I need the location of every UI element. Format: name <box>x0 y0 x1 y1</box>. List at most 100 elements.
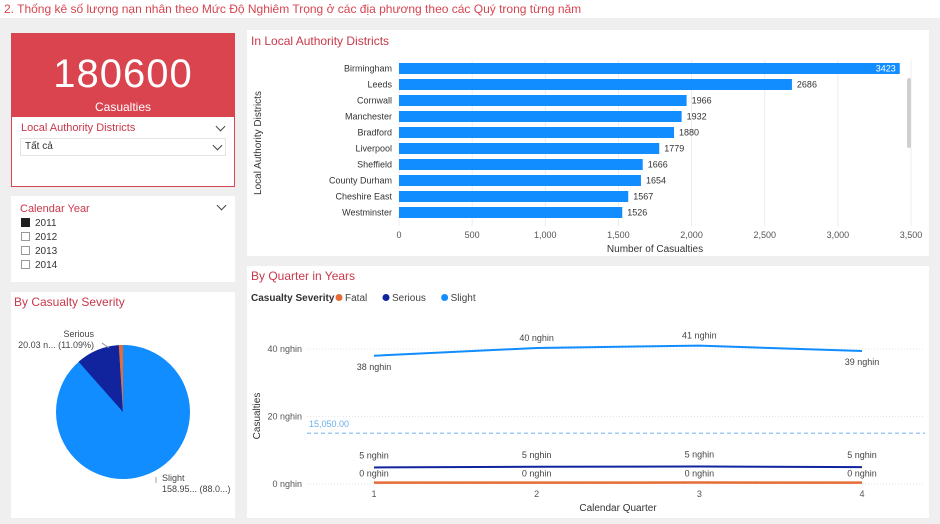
bar[interactable] <box>399 159 643 170</box>
year-slicer-title: Calendar Year <box>20 203 90 215</box>
checkbox-icon[interactable] <box>21 232 30 241</box>
year-option[interactable]: 2013 <box>21 246 57 258</box>
bar-x-tick: 1,500 <box>607 230 630 240</box>
pie-title: By Casualty Severity <box>14 295 125 309</box>
line-chart: Casualty Severity Fatal Serious Slight Cas… <box>251 293 925 514</box>
bar-data-label: 3423 <box>876 64 896 74</box>
bar-category-label: Bradford <box>357 128 392 138</box>
legend-label[interactable]: Fatal <box>345 293 367 304</box>
scrollbar[interactable] <box>907 78 911 148</box>
line-data-label: 5 nghin <box>847 450 877 460</box>
kpi-card: 180600 Casualties Local Authority Distri… <box>11 33 235 187</box>
line-y-axis-label: Casualties <box>252 393 263 440</box>
series-line-slight[interactable] <box>373 344 863 357</box>
reference-line-label: 15,050.00 <box>309 419 349 429</box>
line-data-label: 0 nghin <box>847 469 877 479</box>
bar-data-label: 1666 <box>648 160 668 170</box>
bar-chart: Local Authority Districts Number of Casu… <box>253 60 923 255</box>
bar[interactable] <box>399 111 682 122</box>
bar-data-label: 1567 <box>633 192 653 202</box>
series-line-serious[interactable] <box>373 465 863 469</box>
bar-category-label: Cornwall <box>357 96 392 106</box>
line-data-label: 0 nghin <box>685 469 715 479</box>
pie-card: By Casualty Severity Serious 20.03 n... … <box>11 292 235 518</box>
line-y-tick: 20 nghin <box>267 412 302 422</box>
bar[interactable] <box>399 143 660 154</box>
bar-category-label: Westminster <box>342 208 392 218</box>
bar-x-tick: 0 <box>396 230 401 240</box>
legend-marker <box>335 294 343 301</box>
chevron-down-icon[interactable] <box>212 140 223 151</box>
bar-category-label: Liverpool <box>355 144 392 154</box>
line-data-label: 40 nghin <box>519 333 554 343</box>
line-y-tick: 0 nghin <box>272 479 302 489</box>
line-x-axis-label: Calendar Quarter <box>579 503 657 514</box>
line-x-tick: 3 <box>697 489 702 499</box>
pie-value-slight: 158.95... (88.0...) <box>162 484 231 494</box>
checkbox-icon[interactable] <box>21 260 30 269</box>
year-option[interactable]: 2011 <box>21 218 57 230</box>
bar-category-label: Manchester <box>345 112 392 122</box>
bar-data-label: 1526 <box>627 208 647 218</box>
year-slicer: Calendar Year 2011 2012 2013 2014 <box>11 196 235 282</box>
legend-label[interactable]: Slight <box>451 293 476 304</box>
checkbox-icon[interactable] <box>21 246 30 255</box>
bar-x-axis-label: Number of Casualties <box>607 244 703 255</box>
bar-data-label: 1654 <box>646 176 666 186</box>
collapse-chevron-icon[interactable] <box>215 121 226 132</box>
bar[interactable] <box>399 127 675 138</box>
bar-category-label: County Durham <box>329 176 392 186</box>
bar-category-label: Birmingham <box>344 64 392 74</box>
legend-marker <box>382 294 390 301</box>
bar-category-label: Cheshire East <box>335 192 392 202</box>
bar[interactable] <box>399 207 623 218</box>
line-data-label: 0 nghin <box>359 469 389 479</box>
bar-data-label: 1779 <box>664 144 684 154</box>
pie-label-slight: Slight <box>162 473 185 483</box>
checkbox-checked-icon[interactable] <box>21 218 30 227</box>
bar[interactable] <box>399 63 900 74</box>
pie-slice-serious[interactable] <box>78 345 123 412</box>
line-data-label: 41 nghin <box>682 331 717 341</box>
line-x-tick: 2 <box>534 489 539 499</box>
district-dropdown-value: Tất cả <box>25 141 53 152</box>
bar-category-label: Leeds <box>367 80 392 90</box>
kpi-label: Casualties <box>94 100 152 114</box>
bar-chart-card: In Local Authority Districts Local Autho… <box>247 30 929 256</box>
bar-x-tick: 2,500 <box>753 230 776 240</box>
line-data-label: 5 nghin <box>522 450 552 460</box>
district-dropdown[interactable]: Tất cả <box>20 138 226 156</box>
bar[interactable] <box>399 191 629 202</box>
bar-x-tick: 3,500 <box>900 230 923 240</box>
line-data-label: 5 nghin <box>359 450 389 460</box>
bar-x-tick: 3,000 <box>827 230 850 240</box>
bar-x-tick: 2,000 <box>680 230 703 240</box>
line-data-label: 39 nghin <box>845 357 880 367</box>
line-data-label: 38 nghin <box>357 362 392 372</box>
bar[interactable] <box>399 95 687 106</box>
legend-label[interactable]: Serious <box>392 293 426 304</box>
bar-x-tick: 500 <box>465 230 480 240</box>
year-option[interactable]: 2012 <box>21 232 57 244</box>
year-option[interactable]: 2014 <box>21 260 57 272</box>
bar[interactable] <box>399 175 641 186</box>
bar-data-label: 2686 <box>797 80 817 90</box>
legend-marker <box>441 294 449 301</box>
legend: Fatal Serious Slight <box>335 293 476 304</box>
pie-slice-fatal[interactable] <box>118 344 123 412</box>
line-data-label: 0 nghin <box>522 469 552 479</box>
bar-data-label: 1932 <box>687 112 707 122</box>
bar-data-label: 1880 <box>679 128 699 138</box>
bar-x-tick: 1,000 <box>534 230 557 240</box>
bar-category-label: Sheffield <box>357 160 392 170</box>
line-x-tick: 4 <box>859 489 864 499</box>
pie-chart: Serious 20.03 n... (11.09%) Slight 158.9… <box>18 329 231 494</box>
bar[interactable] <box>399 79 792 90</box>
pie-label-serious: Serious <box>63 329 94 339</box>
line-chart-card: By Quarter in Years Casualty Severity Fa… <box>247 266 929 518</box>
page-title: 2. Thống kê số lượng nạn nhân theo Mức Đ… <box>0 0 940 18</box>
collapse-chevron-icon[interactable] <box>216 200 227 211</box>
pie-value-serious: 20.03 n... (11.09%) <box>18 340 94 350</box>
kpi-value: 180600 <box>53 52 193 96</box>
line-x-tick: 1 <box>371 489 376 499</box>
